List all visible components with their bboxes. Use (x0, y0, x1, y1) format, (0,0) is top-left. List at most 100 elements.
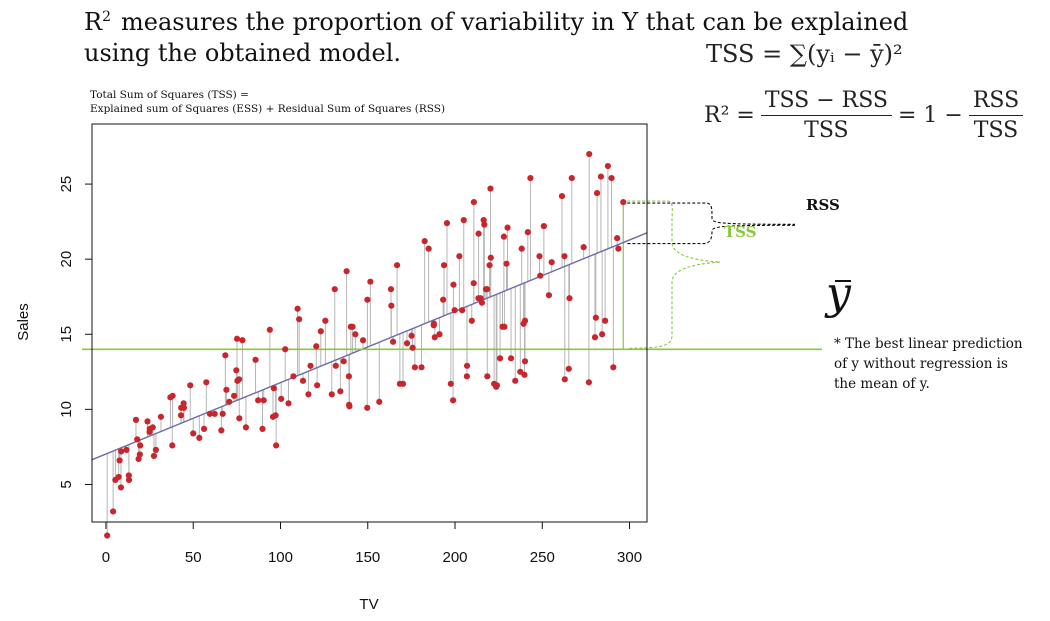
data-point (409, 344, 416, 351)
data-point (421, 238, 428, 245)
data-point (501, 323, 508, 330)
title-text-line2: using the obtained model. (84, 39, 402, 67)
data-point (218, 427, 225, 434)
r2-mid: = 1 − (897, 103, 963, 128)
data-point (260, 397, 267, 404)
data-point (307, 362, 314, 369)
data-point (459, 307, 466, 314)
data-point (478, 299, 485, 306)
x-tick-label: 50 (185, 549, 202, 566)
data-point (340, 358, 347, 365)
data-point (487, 254, 494, 261)
data-point (615, 245, 622, 252)
title-r-symbol: R (84, 8, 103, 36)
data-point (187, 382, 194, 389)
data-point (456, 253, 463, 260)
r2-denominator-1: TSS (804, 118, 849, 143)
x-tick-label: 0 (102, 549, 110, 566)
data-point (150, 452, 158, 460)
data-point (521, 317, 529, 324)
data-point (345, 373, 353, 380)
rss-brace (627, 202, 796, 245)
data-point (408, 332, 415, 339)
data-point (337, 388, 344, 395)
data-point (388, 302, 395, 309)
data-point (255, 397, 262, 404)
data-point (486, 262, 493, 269)
data-point (561, 376, 568, 383)
data-point (521, 371, 528, 378)
data-points (104, 150, 627, 539)
tss-label: TSS (724, 223, 757, 241)
brace-annotations (622, 200, 796, 350)
data-point (157, 413, 165, 420)
data-point (558, 192, 566, 200)
data-point (599, 331, 606, 338)
data-point (332, 362, 339, 369)
data-point (608, 174, 615, 182)
data-point (568, 174, 575, 182)
data-point (487, 185, 494, 192)
data-point (200, 425, 208, 432)
data-point (463, 362, 471, 369)
decomposition-note: Total Sum of Squares (TSS) = Explained s… (90, 88, 445, 116)
data-point (285, 400, 292, 407)
data-point (524, 229, 531, 236)
data-point (470, 280, 477, 287)
data-point (436, 331, 443, 338)
data-point (104, 532, 111, 539)
x-tick-label: 100 (268, 549, 293, 566)
data-point (460, 217, 467, 224)
data-point (503, 260, 510, 267)
data-point (313, 343, 320, 350)
data-point (463, 373, 470, 380)
data-point (115, 473, 122, 481)
data-point (211, 410, 218, 417)
data-point (512, 377, 519, 384)
x-tick-label: 300 (617, 549, 642, 566)
data-point (136, 451, 143, 458)
data-point (450, 281, 457, 288)
y-tick-label: 25 (58, 176, 75, 193)
data-point (242, 424, 250, 431)
data-point (597, 173, 605, 180)
data-point (349, 323, 356, 330)
r2-numerator-2: RSS (968, 88, 1024, 116)
title-superscript: 2 (102, 9, 111, 25)
data-point (470, 198, 477, 206)
data-point (504, 224, 511, 231)
data-point (290, 373, 297, 380)
data-point (230, 392, 238, 399)
data-point (222, 352, 229, 359)
x-axis-label: TV (359, 596, 378, 613)
data-point (565, 365, 572, 372)
slide-title: R2 measures the proportion of variability… (84, 2, 964, 69)
data-point (314, 382, 321, 389)
y-tick-label: 15 (58, 326, 75, 343)
x-tick-label: 150 (355, 549, 380, 566)
data-point (500, 233, 507, 240)
r2-fraction-2: RSS TSS (968, 88, 1024, 143)
data-point (317, 328, 324, 335)
data-point (110, 508, 117, 515)
data-point (447, 380, 454, 387)
r2-lhs: R² = (704, 103, 755, 128)
data-point (169, 442, 176, 449)
x-tick-label: 250 (530, 549, 555, 566)
data-point (252, 356, 259, 363)
data-point (496, 355, 504, 362)
data-point (137, 442, 144, 449)
data-point (610, 364, 617, 371)
data-point (331, 286, 338, 293)
decomposition-line1: Total Sum of Squares (TSS) = (90, 89, 249, 101)
data-point (144, 418, 151, 425)
data-point (440, 296, 447, 303)
data-point (468, 317, 475, 324)
data-point (393, 262, 401, 269)
data-point (403, 340, 411, 347)
y-tick-label: 5 (58, 480, 75, 488)
x-tick-label: 200 (443, 549, 468, 566)
data-point (236, 376, 243, 383)
data-point (411, 364, 418, 371)
